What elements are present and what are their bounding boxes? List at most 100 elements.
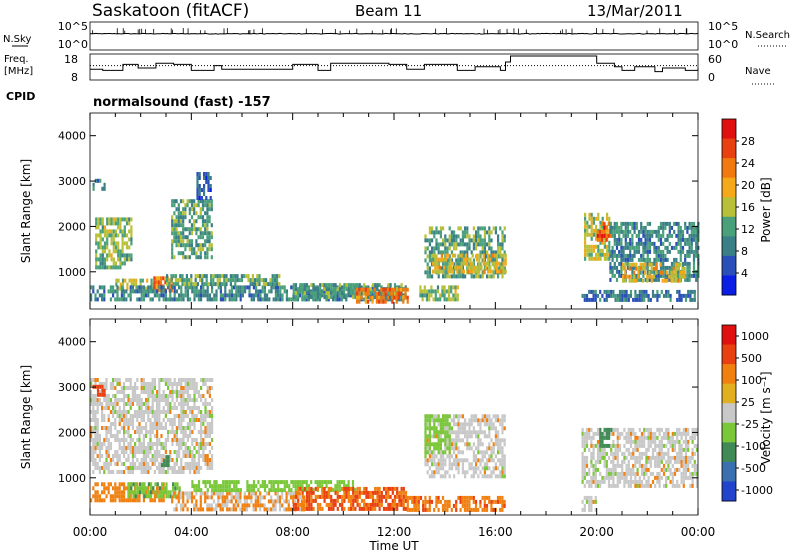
power-cell	[467, 257, 470, 262]
velocity-cell	[171, 394, 174, 398]
velocity-cell	[299, 502, 302, 507]
power-cell	[668, 229, 671, 234]
velocity-cell	[92, 410, 95, 414]
velocity-cell	[195, 503, 198, 508]
power-cell	[112, 217, 115, 222]
power-cell	[195, 255, 198, 260]
velocity-cell	[459, 414, 462, 419]
power-cell	[624, 266, 627, 271]
power-cell	[648, 249, 652, 254]
velocity-cell	[583, 455, 586, 460]
velocity-cell	[607, 455, 611, 460]
velocity-cell	[596, 439, 600, 444]
velocity-cell	[160, 422, 163, 426]
velocity-cell	[439, 466, 442, 471]
velocity-cell	[105, 466, 108, 470]
velocity-cell	[424, 434, 427, 439]
velocity-cell	[143, 494, 146, 499]
velocity-cell	[385, 490, 388, 495]
power-cell	[245, 274, 248, 279]
velocity-cell	[200, 488, 203, 493]
power-cell	[634, 289, 637, 294]
velocity-cell	[138, 394, 141, 398]
power-cell	[458, 253, 461, 258]
velocity-cell	[125, 430, 128, 434]
power-cell	[637, 277, 641, 282]
velocity-cell	[585, 479, 589, 484]
velocity-cell	[594, 467, 597, 472]
velocity-cell	[292, 502, 295, 507]
power-cell	[393, 287, 396, 292]
velocity-cell	[158, 422, 161, 426]
velocity-cell	[230, 495, 233, 500]
power-cell	[170, 278, 173, 283]
power-cell	[679, 225, 682, 230]
power-cell	[277, 293, 280, 298]
velocity-cell	[208, 462, 211, 466]
power-cell	[175, 227, 178, 232]
velocity-cell	[596, 459, 600, 464]
velocity-cell	[305, 502, 309, 507]
velocity-cell	[184, 410, 187, 414]
velocity-cell	[204, 484, 207, 489]
power-cell	[271, 278, 274, 283]
power-cell	[603, 297, 606, 302]
velocity-cell	[156, 430, 159, 434]
velocity-cell	[204, 446, 207, 450]
power-cell	[455, 242, 458, 247]
velocity-cell	[442, 418, 445, 423]
velocity-cell	[167, 418, 170, 422]
velocity-cell	[314, 498, 317, 503]
velocity-cell	[149, 426, 152, 430]
velocity-cell	[444, 418, 447, 423]
power-cell	[221, 282, 224, 287]
velocity-cell	[131, 386, 134, 390]
velocity-cell	[162, 498, 165, 503]
velocity-cell	[173, 430, 176, 434]
velocity-cell	[319, 506, 322, 511]
velocity-cell	[437, 434, 440, 439]
power-cell	[690, 229, 693, 234]
velocity-cell	[178, 402, 181, 406]
power-heatmap	[90, 172, 700, 304]
power-cell	[479, 234, 482, 239]
power-cell	[583, 297, 586, 302]
velocity-cell	[169, 490, 172, 495]
power-cell	[503, 266, 506, 271]
power-cell	[653, 229, 656, 234]
velocity-cell	[363, 502, 366, 507]
velocity-cell	[193, 507, 196, 512]
power-cell	[592, 256, 595, 261]
velocity-cell	[160, 470, 163, 474]
power-cell	[179, 235, 183, 240]
power-cell	[695, 245, 698, 250]
velocity-cell	[156, 434, 159, 438]
velocity-cell	[226, 499, 229, 504]
power-cell	[292, 295, 295, 300]
velocity-cell	[468, 426, 471, 431]
velocity-cell	[107, 462, 110, 466]
velocity-cell	[501, 422, 504, 427]
velocity-cell	[189, 394, 192, 398]
power-cell	[204, 239, 207, 244]
power-cell	[611, 269, 614, 274]
colorbar-tick-label: 20	[741, 179, 755, 192]
velocity-cell	[142, 454, 145, 458]
velocity-cell	[424, 442, 427, 447]
velocity-cell	[145, 402, 148, 406]
power-cell	[224, 285, 227, 290]
velocity-cell	[94, 462, 97, 466]
power-cell	[606, 248, 609, 253]
velocity-cell	[107, 482, 110, 487]
velocity-cell	[479, 503, 482, 508]
velocity-cell	[374, 502, 377, 507]
power-cell	[177, 215, 180, 220]
velocity-cell	[156, 466, 159, 470]
velocity-cell	[131, 446, 134, 450]
velocity-cell	[116, 462, 119, 466]
velocity-cell	[175, 382, 178, 386]
power-cell	[624, 225, 627, 230]
velocity-cell	[120, 450, 123, 454]
velocity-cell	[184, 426, 187, 430]
power-cell	[279, 289, 282, 294]
